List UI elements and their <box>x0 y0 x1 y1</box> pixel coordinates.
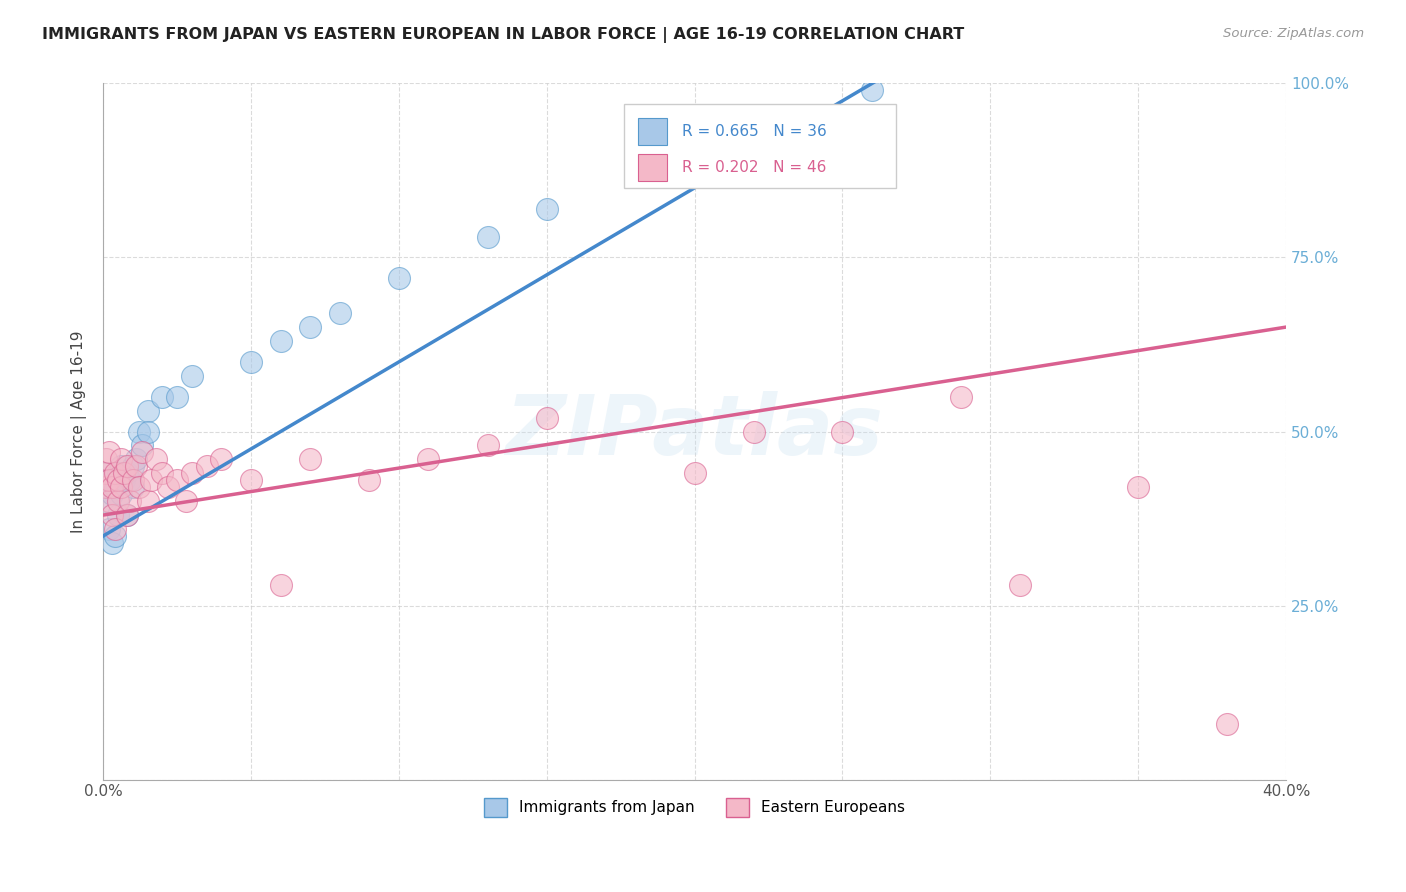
Point <box>860 83 883 97</box>
Text: R = 0.665   N = 36: R = 0.665 N = 36 <box>682 124 827 139</box>
Point <box>115 508 138 522</box>
Point <box>1216 717 1239 731</box>
Point <box>131 438 153 452</box>
Point <box>299 320 322 334</box>
Point <box>139 473 162 487</box>
Point <box>831 425 853 439</box>
Point <box>536 202 558 216</box>
Point <box>418 452 440 467</box>
Point <box>118 473 141 487</box>
Point <box>1126 480 1149 494</box>
Point <box>166 473 188 487</box>
Point <box>136 494 159 508</box>
Point <box>195 459 218 474</box>
Point <box>270 577 292 591</box>
Point <box>118 494 141 508</box>
Point <box>299 452 322 467</box>
Point <box>96 480 118 494</box>
Point <box>157 480 180 494</box>
Point <box>107 494 129 508</box>
Point <box>112 467 135 481</box>
Point <box>683 467 706 481</box>
Point <box>98 473 121 487</box>
Point <box>104 529 127 543</box>
Point <box>683 160 706 174</box>
Point <box>115 459 138 474</box>
Point <box>101 508 124 522</box>
Point <box>104 467 127 481</box>
Point <box>166 390 188 404</box>
Point <box>98 445 121 459</box>
Legend: Immigrants from Japan, Eastern Europeans: Immigrants from Japan, Eastern Europeans <box>477 790 912 824</box>
Point <box>270 334 292 348</box>
Point <box>107 467 129 481</box>
Point <box>121 459 143 474</box>
Point <box>477 438 499 452</box>
Y-axis label: In Labor Force | Age 16-19: In Labor Force | Age 16-19 <box>72 330 87 533</box>
Point <box>98 494 121 508</box>
Point <box>388 271 411 285</box>
Point <box>136 403 159 417</box>
Point <box>107 473 129 487</box>
Point <box>96 480 118 494</box>
Point <box>145 452 167 467</box>
Point <box>115 467 138 481</box>
Point <box>240 473 263 487</box>
Point <box>96 452 118 467</box>
Point <box>329 306 352 320</box>
Point <box>1008 577 1031 591</box>
Point <box>131 445 153 459</box>
Point <box>536 410 558 425</box>
Point <box>125 452 148 467</box>
Bar <box>638 119 668 145</box>
Point <box>101 536 124 550</box>
Point <box>101 480 124 494</box>
Point <box>180 467 202 481</box>
Text: ZIPatlas: ZIPatlas <box>506 391 883 472</box>
Point <box>101 487 124 501</box>
Point <box>121 480 143 494</box>
Text: R = 0.202   N = 46: R = 0.202 N = 46 <box>682 161 825 175</box>
Point <box>98 522 121 536</box>
Point <box>477 229 499 244</box>
Point <box>110 459 132 474</box>
Point <box>359 473 381 487</box>
Point <box>96 494 118 508</box>
Point <box>121 473 143 487</box>
Point <box>128 425 150 439</box>
Point <box>112 473 135 487</box>
Point <box>125 459 148 474</box>
Text: Source: ZipAtlas.com: Source: ZipAtlas.com <box>1223 27 1364 40</box>
Point <box>96 467 118 481</box>
Point <box>240 355 263 369</box>
Point <box>128 480 150 494</box>
Point <box>104 480 127 494</box>
Point <box>742 425 765 439</box>
Point <box>180 368 202 383</box>
Point <box>110 480 132 494</box>
Point <box>107 508 129 522</box>
Point <box>174 494 197 508</box>
Point <box>98 473 121 487</box>
Point <box>110 452 132 467</box>
Point <box>136 425 159 439</box>
Point <box>115 508 138 522</box>
Point <box>150 467 173 481</box>
Point <box>104 522 127 536</box>
Point <box>949 390 972 404</box>
Point <box>150 390 173 404</box>
Point <box>110 487 132 501</box>
FancyBboxPatch shape <box>624 104 896 188</box>
Text: IMMIGRANTS FROM JAPAN VS EASTERN EUROPEAN IN LABOR FORCE | AGE 16-19 CORRELATION: IMMIGRANTS FROM JAPAN VS EASTERN EUROPEA… <box>42 27 965 43</box>
Bar <box>638 154 668 181</box>
Point <box>211 452 233 467</box>
Point <box>96 467 118 481</box>
